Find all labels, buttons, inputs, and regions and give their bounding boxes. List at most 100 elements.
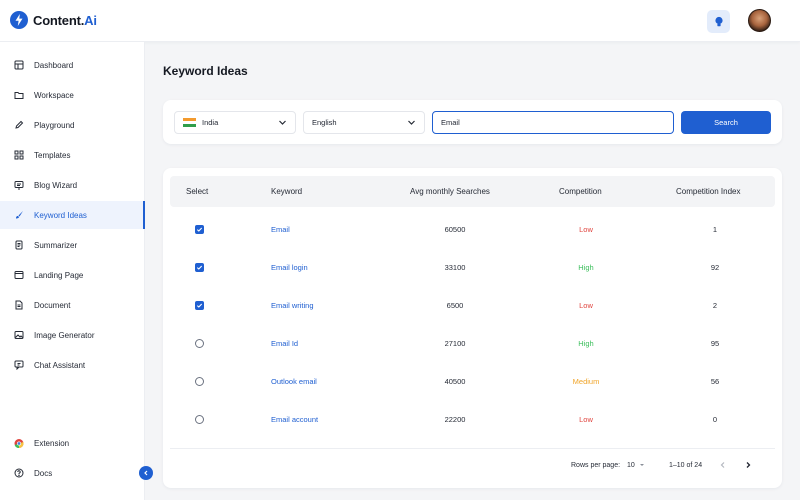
image-icon <box>14 330 24 340</box>
sidebar-item-templates[interactable]: Templates <box>0 141 145 169</box>
rows-per-page-value: 10 <box>627 461 635 469</box>
column-header-competition: Competition <box>559 187 602 196</box>
sidebar-item-label: Chat Assistant <box>34 360 86 370</box>
table-row: Email account 22200 Low 0 <box>170 401 775 439</box>
rows-per-page-label: Rows per page: <box>571 462 621 469</box>
column-header-keyword: Keyword <box>271 187 303 196</box>
file-icon <box>14 300 24 310</box>
table-row: Email 60500 Low 1 <box>170 211 775 249</box>
chevron-down-icon <box>408 120 415 125</box>
logo-text: Content.Ai <box>33 12 97 28</box>
searches-value: 60500 <box>444 225 466 234</box>
row-checkbox[interactable] <box>195 301 204 310</box>
sidebar-item-label: Templates <box>34 150 71 160</box>
keyword-link[interactable]: Outlook email <box>271 377 317 386</box>
row-checkbox[interactable] <box>195 415 204 424</box>
app-header: Content.Ai <box>0 0 800 42</box>
table-row: Email login 33100 High 92 <box>170 249 775 287</box>
sidebar-item-label: Blog Wizard <box>34 180 78 190</box>
keyword-link[interactable]: Email account <box>271 415 319 424</box>
competition-index-value: 95 <box>710 339 720 348</box>
sidebar-item-label: Keyword Ideas <box>34 210 87 220</box>
keyword-link[interactable]: Email Id <box>271 339 299 348</box>
chevron-down-icon <box>279 120 286 125</box>
row-checkbox[interactable] <box>195 263 204 272</box>
sidebar-item-label: Extension <box>34 438 70 448</box>
table-header: Select Keyword Avg monthly Searches Comp… <box>170 176 775 207</box>
keyword-link[interactable]: Email writing <box>271 301 314 310</box>
sidebar-item-document[interactable]: Document <box>0 291 145 319</box>
table-row: Email Id 27100 High 95 <box>170 325 775 363</box>
competition-index-value: 56 <box>710 377 720 386</box>
column-header-select: Select <box>186 187 209 196</box>
document-icon <box>14 240 24 250</box>
sidebar-item-label: Playground <box>34 120 75 130</box>
search-button[interactable]: Search <box>681 111 771 134</box>
row-checkbox[interactable] <box>195 225 204 234</box>
sidebar: Dashboard Workspace Playground Templates… <box>0 42 145 500</box>
sidebar-item-image-generator[interactable]: Image Generator <box>0 321 145 349</box>
sidebar-item-label: Image Generator <box>34 330 95 340</box>
caret-down-icon <box>639 464 644 466</box>
competition-value: Low <box>579 415 593 424</box>
chrome-icon <box>14 438 24 448</box>
sidebar-item-label: Summarizer <box>34 240 78 250</box>
help-icon <box>14 468 24 478</box>
competition-index-value: 1 <box>712 225 718 234</box>
competition-value: High <box>578 339 594 348</box>
lightbulb-button[interactable] <box>707 10 730 33</box>
searches-value: 22200 <box>444 415 466 424</box>
keyword-table: Select Keyword Avg monthly Searches Comp… <box>163 168 782 488</box>
sidebar-item-chat-assistant[interactable]: Chat Assistant <box>0 351 145 379</box>
competition-value: Low <box>579 301 593 310</box>
rows-per-page-select[interactable]: 10 <box>627 458 645 472</box>
sidebar-item-summarizer[interactable]: Summarizer <box>0 231 145 259</box>
sidebar-item-blog-wizard[interactable]: Blog Wizard <box>0 171 145 199</box>
country-value: India <box>202 118 219 127</box>
language-select[interactable]: English <box>303 111 425 134</box>
sidebar-item-label: Document <box>34 300 71 310</box>
keyword-link[interactable]: Email login <box>271 263 308 272</box>
sidebar-item-playground[interactable]: Playground <box>0 111 145 139</box>
chevron-left-icon <box>720 462 725 468</box>
brush-icon <box>14 210 24 220</box>
keyword-input[interactable] <box>432 111 674 134</box>
sidebar-item-workspace[interactable]: Workspace <box>0 81 145 109</box>
page-title: Keyword Ideas <box>163 64 248 78</box>
country-select[interactable]: India <box>174 111 296 134</box>
collapse-sidebar-button[interactable] <box>139 466 153 480</box>
searches-value: 40500 <box>444 377 466 386</box>
row-checkbox[interactable] <box>195 377 204 386</box>
folder-icon <box>14 90 24 100</box>
competition-index-value: 0 <box>712 415 718 424</box>
sidebar-item-keyword-ideas[interactable]: Keyword Ideas <box>0 201 145 229</box>
column-header-searches: Avg monthly Searches <box>410 187 490 196</box>
competition-value: Low <box>579 225 593 234</box>
sidebar-item-label: Landing Page <box>34 270 84 280</box>
row-checkbox[interactable] <box>195 339 204 348</box>
competition-index-value: 92 <box>710 263 720 272</box>
sidebar-item-landing-page[interactable]: Landing Page <box>0 261 145 289</box>
search-panel: India English Search <box>163 100 782 144</box>
avatar[interactable] <box>748 9 771 32</box>
sidebar-item-label: Dashboard <box>34 60 74 70</box>
previous-page-button[interactable] <box>717 459 729 471</box>
next-page-button[interactable] <box>742 459 754 471</box>
sidebar-item-docs[interactable]: Docs <box>0 459 145 487</box>
grid-icon <box>14 150 24 160</box>
pagination-range: 1–10 of 24 <box>669 462 703 469</box>
blog-icon <box>14 180 24 190</box>
language-value: English <box>312 118 337 127</box>
keyword-link[interactable]: Email <box>271 225 290 234</box>
table-row: Outlook email 40500 Medium 56 <box>170 363 775 401</box>
browser-icon <box>14 270 24 280</box>
dashboard-icon <box>14 60 24 70</box>
lightbulb-icon <box>714 16 723 26</box>
searches-value: 27100 <box>444 339 466 348</box>
sidebar-item-dashboard[interactable]: Dashboard <box>0 51 145 79</box>
sidebar-item-extension[interactable]: Extension <box>0 429 145 457</box>
app-logo[interactable]: Content.Ai <box>10 11 97 29</box>
logo-icon <box>10 11 28 29</box>
column-header-competition-index: Competition Index <box>676 187 741 196</box>
chevron-left-icon <box>144 470 148 476</box>
